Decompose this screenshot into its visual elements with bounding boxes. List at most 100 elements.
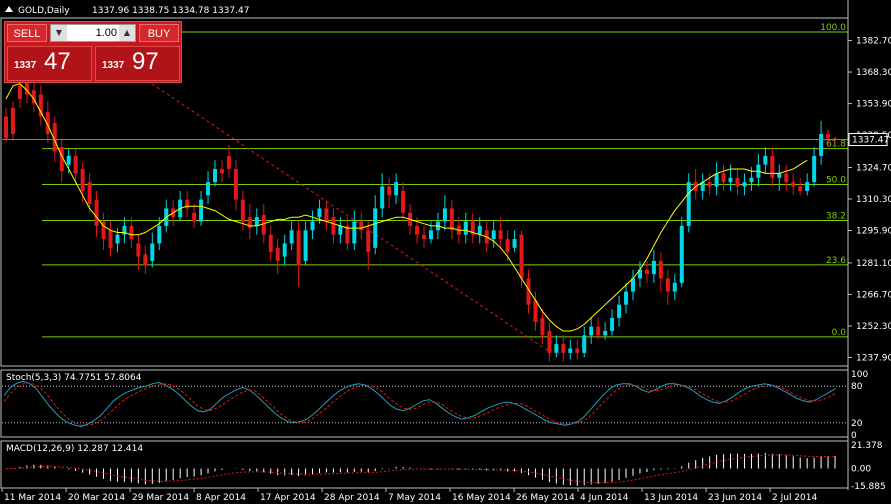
candle-body	[784, 173, 789, 183]
date-axis-label: 11 Mar 2014	[4, 493, 61, 503]
stoch-axis-label: 20	[851, 419, 863, 429]
candle-body	[275, 247, 280, 261]
candle-body	[192, 212, 197, 222]
candle-body	[254, 217, 259, 226]
candle-body	[686, 182, 691, 226]
buy-button[interactable]: BUY	[139, 24, 179, 42]
price-axis-label: 1353.90	[856, 100, 891, 110]
candle-body	[582, 335, 587, 353]
candle-body	[491, 230, 496, 240]
candle-body	[770, 155, 775, 178]
candle-body	[749, 177, 754, 183]
candle-body	[554, 344, 559, 353]
candle-body	[742, 182, 747, 187]
candle-body	[603, 330, 608, 336]
candle-body	[213, 169, 217, 183]
candle-body	[143, 254, 148, 266]
candle-body	[791, 182, 796, 187]
date-axis-label: 2 Jul 2014	[772, 493, 817, 503]
candle-body	[610, 317, 615, 331]
chart-collapse-icon[interactable]	[5, 6, 13, 12]
date-axis-label: 20 Mar 2014	[68, 493, 125, 503]
candle-body	[631, 278, 635, 292]
candle-body	[219, 169, 224, 174]
stoch-axis-label: 100	[851, 370, 868, 380]
candle-body	[470, 221, 475, 235]
candle-body	[644, 269, 649, 275]
date-axis-label: 7 May 2014	[388, 493, 441, 503]
date-axis-label: 4 Jun 2014	[580, 493, 629, 503]
price-axis-label: 1266.70	[856, 290, 891, 300]
macd-axis-label: -15.885	[851, 482, 886, 492]
candle-body	[665, 278, 670, 292]
macd-signal-line	[6, 454, 836, 484]
candle-body	[505, 239, 510, 253]
lot-increase-icon[interactable]: ▲	[119, 25, 135, 41]
lot-size-stepper[interactable]: ▼ 1.00 ▲	[50, 24, 136, 42]
candle-body	[282, 243, 287, 257]
sell-button[interactable]: SELL	[7, 24, 47, 42]
candle-body	[575, 348, 580, 353]
lot-size-input[interactable]: 1.00	[95, 27, 117, 39]
candle-body	[38, 94, 43, 117]
candle-body	[463, 221, 468, 235]
fib-level-label: 38.2	[826, 211, 846, 221]
candle-body	[519, 234, 524, 279]
date-axis-label: 28 Apr 2014	[324, 493, 380, 503]
candle-body	[345, 225, 350, 244]
candle-body	[735, 177, 740, 187]
date-axis-label: 23 Jun 2014	[708, 493, 762, 503]
candle-body	[596, 326, 601, 336]
candle-body	[87, 182, 92, 205]
date-axis-label: 13 Jun 2014	[644, 493, 698, 503]
date-axis-label: 8 Apr 2014	[196, 493, 246, 503]
candle-body	[4, 116, 8, 139]
candle-body	[777, 173, 782, 178]
candle-body	[310, 221, 315, 231]
candle-body	[498, 230, 503, 240]
candle-body	[129, 225, 134, 240]
candle-body	[658, 260, 663, 279]
candle-body	[477, 225, 482, 235]
candle-body	[45, 112, 50, 134]
candle-body	[359, 221, 364, 231]
candle-body	[80, 169, 85, 191]
candle-body	[798, 186, 803, 191]
current-price-tag	[848, 133, 888, 147]
lot-decrease-icon[interactable]: ▼	[51, 25, 67, 41]
candle-body	[387, 186, 392, 196]
date-axis-label: 16 May 2014	[452, 493, 511, 503]
candle-body	[366, 230, 371, 253]
candle-body	[17, 85, 22, 99]
candle-body	[101, 221, 106, 240]
candle-body	[394, 182, 399, 196]
candle-body	[651, 260, 656, 275]
chart-header-symbol: GOLD,Daily	[18, 6, 70, 16]
candle-body	[31, 90, 36, 104]
stoch-axis-label: 80	[851, 382, 863, 392]
candle-body	[617, 304, 622, 318]
fib-level-label: 23.6	[826, 256, 846, 266]
candle-body	[672, 282, 677, 292]
macd-axis-label: 0.00	[851, 465, 871, 475]
candle-body	[261, 214, 266, 235]
macd-axis-label: 21.378	[851, 441, 883, 451]
price-axis-label: 1237.90	[856, 353, 891, 363]
stoch-label: Stoch(5,3,3) 74.7751 57.8064	[6, 373, 142, 383]
candle-body	[380, 186, 385, 209]
candle-body	[833, 138, 838, 140]
one-click-trading-panel: SELL ▼ 1.00 ▲ BUY 1337 47 1337 97	[4, 21, 182, 83]
candle-body	[136, 243, 141, 257]
stoch-signal-line	[3, 382, 836, 426]
candle-body	[206, 182, 211, 196]
candle-body	[679, 225, 684, 283]
ask-price-button[interactable]: 1337 97	[95, 46, 180, 81]
candle-body	[568, 348, 573, 353]
fib-level-label: 61.8	[826, 140, 846, 150]
moving-average-line	[5, 83, 808, 332]
bid-price-button[interactable]: 1337 47	[7, 46, 92, 81]
candle-body	[52, 123, 57, 152]
candle-body	[624, 291, 629, 305]
